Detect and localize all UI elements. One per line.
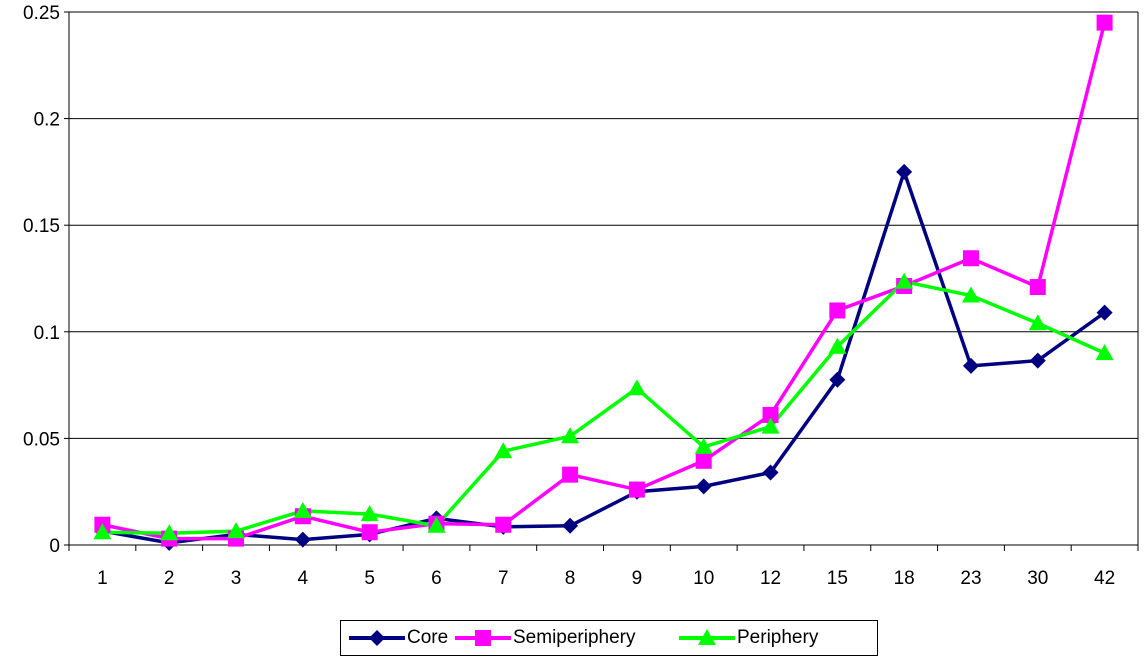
axes [64,11,1139,551]
legend: Core Semiperiphery Periphery [340,620,878,656]
data-point-semiperiphery [695,452,712,469]
data-point-semiperiphery [562,466,579,483]
data-point-semiperiphery [361,524,378,541]
x-tick-label: 1 [97,568,108,589]
x-tick-label: 9 [632,568,643,589]
y-tick-labels: 0 0.05 0.1 0.15 0.2 0.25 [23,3,60,557]
data-point-periphery [694,437,713,454]
data-point-core [1029,352,1046,369]
data-point-core [962,357,979,374]
y-tick-label: 0.25 [23,3,60,24]
data-point-semiperiphery [762,406,779,423]
data-point-core [762,464,779,481]
series-lines [102,22,1107,545]
data-point-periphery [895,272,914,289]
data-point-semiperiphery [962,250,979,267]
x-tick-label: 18 [894,568,915,589]
legend-label-semiperiphery: Semiperiphery [513,627,636,648]
data-point-periphery [293,501,312,518]
x-tick-label: 23 [960,568,981,589]
data-point-core [695,478,712,495]
data-point-semiperiphery [628,481,645,498]
data-point-core [829,371,846,388]
x-tick-labels: 1 2 3 4 5 6 7 8 9 10 12 15 18 23 30 42 [97,568,1115,589]
series-line-periphery [102,279,1106,536]
x-tick-label: 7 [498,568,509,589]
y-tick-label: 0.2 [34,110,60,131]
x-tick-label: 4 [298,568,309,589]
data-point-semiperiphery [829,302,846,319]
x-tick-label: 12 [760,568,781,589]
data-point-periphery [627,379,646,396]
line-chart: 00.050.10.150.20.25 1 2 3 4 5 6 7 8 9 10 12 15 18 23 3… [23,3,1139,589]
data-point-periphery [961,286,980,303]
legend-entry-core: Core [349,621,448,655]
legend-entry-periphery: Periphery [679,621,818,655]
x-tick-label: 42 [1094,568,1115,589]
x-tick-label: 3 [231,568,242,589]
data-point-core [1096,304,1113,321]
data-point-periphery [427,516,446,533]
data-point-periphery [1095,344,1114,361]
x-tick-label: 30 [1027,568,1048,589]
series-line-core [102,166,1106,545]
data-point-periphery [160,524,179,541]
y-tick-label: 0.15 [23,216,60,237]
x-tick-label: 5 [364,568,375,589]
gridlines [69,11,1138,439]
data-point-semiperiphery [495,516,512,533]
x-tick-label: 8 [565,568,576,589]
legend-swatch-semiperiphery [455,630,511,646]
series-line-semiperiphery [102,22,1107,541]
legend-swatch-periphery [679,629,735,645]
data-point-periphery [494,442,513,459]
data-point-semiperiphery [1096,14,1113,31]
series-markers [93,14,1114,551]
legend-label-core: Core [407,627,449,648]
x-tick-label: 10 [693,568,714,589]
legend-entry-semiperiphery: Semiperiphery [455,621,636,655]
legend-label-periphery: Periphery [737,627,819,648]
x-tick-label: 15 [827,568,848,589]
data-point-core [896,163,913,180]
y-tick-label: 0.05 [23,429,60,450]
data-point-core [294,531,311,548]
data-point-core [562,517,579,534]
data-point-periphery [561,427,580,444]
x-tick-label: 6 [431,568,442,589]
legend-swatch-core [349,630,405,646]
data-point-periphery [828,337,847,354]
x-tick-label: 2 [164,568,175,589]
y-tick-label: 0.1 [34,323,60,344]
data-point-semiperiphery [1029,279,1046,296]
data-point-periphery [1028,314,1047,331]
data-point-periphery [360,505,379,522]
data-point-periphery [93,523,112,540]
data-point-periphery [227,522,246,539]
y-tick-label: 0 [49,536,60,557]
data-point-periphery [761,417,780,434]
